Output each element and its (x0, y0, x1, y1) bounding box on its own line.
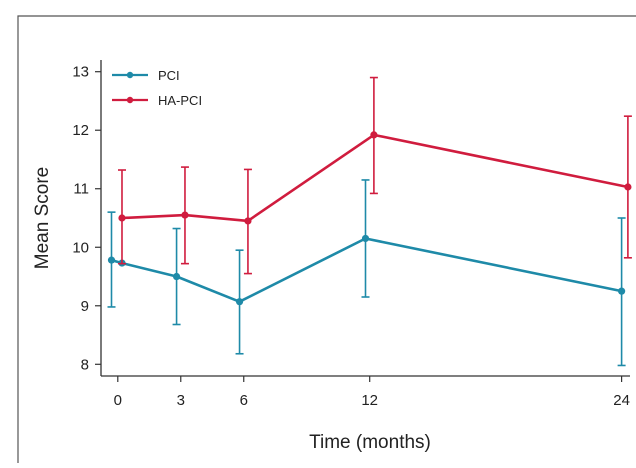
legend: PCI HA-PCI (112, 68, 202, 108)
data-point-pci (361, 234, 370, 243)
series-line-pci (111, 237, 622, 304)
x-tick-label: 3 (177, 392, 185, 409)
x-tick-label: 0 (114, 392, 122, 409)
data-point-ha-pci (624, 183, 632, 191)
x-axis-ticks: 0 3 6 12 24 (114, 376, 630, 409)
y-tick-label: 8 (81, 356, 89, 373)
series-line-ha-pci (121, 133, 629, 223)
x-tick-label: 12 (361, 392, 378, 409)
x-tick-label: 24 (613, 392, 630, 409)
series-ha-pci (117, 76, 632, 275)
y-tick-label: 13 (72, 64, 89, 81)
y-tick-label: 12 (72, 122, 89, 139)
data-point-ha-pci (181, 211, 189, 219)
legend-marker-ha-pci (126, 96, 134, 104)
data-point-pci (107, 256, 116, 264)
series-layer (107, 76, 632, 367)
data-point-pci (172, 272, 181, 281)
data-point-ha-pci (118, 214, 126, 222)
figure-border (17, 15, 636, 463)
y-tick-label: 9 (81, 298, 89, 315)
x-axis-title: Time (months) (309, 432, 431, 453)
y-axis-title: Mean Score (32, 167, 53, 269)
data-point-ha-pci (370, 131, 378, 139)
legend-label-ha-pci: HA-PCI (158, 93, 202, 108)
series-pci (107, 179, 626, 367)
y-axis-ticks: 8 9 10 11 12 13 (72, 64, 101, 373)
data-point-ha-pci (244, 217, 252, 225)
y-tick-label: 11 (73, 181, 89, 198)
legend-marker-pci (126, 71, 134, 79)
data-point-pci (235, 298, 244, 306)
y-tick-label: 10 (72, 239, 89, 256)
legend-label-pci: PCI (158, 68, 180, 83)
x-tick-label: 6 (240, 392, 248, 409)
data-point-pci (618, 287, 626, 295)
